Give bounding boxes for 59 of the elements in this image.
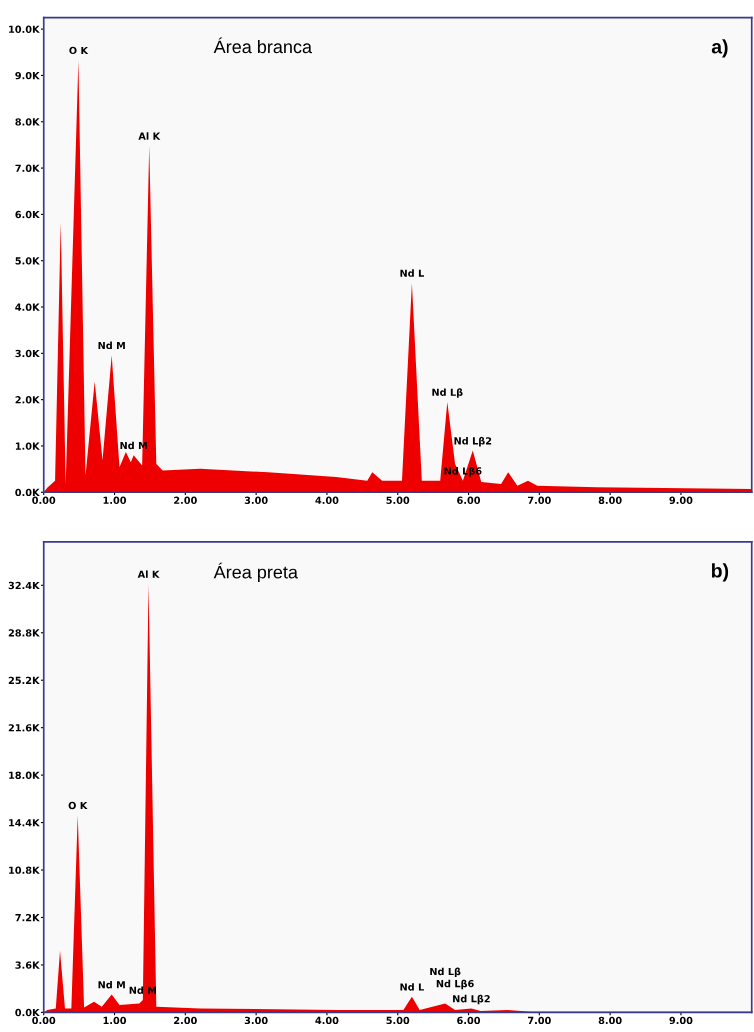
annotation: Nd L [400,269,424,277]
annotation: Al K [138,132,161,140]
annotation: Nd Lβ6 [436,979,474,990]
x-tick-label: 0.00 [32,496,56,504]
y-tick-label: 10.8K [9,866,40,874]
x-tick-label: 1.00 [103,1016,127,1025]
y-tick-label: 28.8K [8,629,40,637]
annotation: Al K [137,570,160,578]
y-tick-label: 10.0K [9,25,40,33]
y-tick-label: 32.4K [8,581,40,590]
text: Área preta [213,562,298,583]
y-tick-label: 3.0K [15,349,40,358]
annotation: Nd M [98,980,125,989]
y-tick-label: 0.0K [15,488,40,497]
y-tick-label: 7.2K [15,913,40,922]
annotation: Nd Lβ2 [453,994,490,1005]
y-tick-label: 0.0K [15,1008,40,1017]
annotation: a) [711,39,728,58]
y-tick-label: 5.0K [15,257,40,265]
y-tick-label: 18.0K [9,771,40,779]
x-tick-label: 4.00 [315,1016,339,1025]
y-tick-label: 25.2K [8,676,40,685]
annotation: Nd Lβ [432,388,463,398]
annotation: Nd Lβ2 [454,436,492,447]
text: Área branca [213,37,313,54]
y-tick-label: 6.0K [15,210,40,219]
x-tick-label: 9.00 [669,496,693,504]
x-tick-label: 5.00 [386,1016,410,1025]
x-tick-label: 0.00 [32,1016,56,1025]
y-tick-label: 21.6K [8,724,40,732]
x-tick-label: 7.00 [527,496,551,504]
x-tick-label: 3.00 [244,1016,268,1025]
y-tick-label: 1.0K [15,442,40,450]
annotation: Nd Lβ [430,967,461,978]
x-tick-label: 2.00 [174,496,197,504]
x-tick-label: 4.00 [315,496,339,504]
y-tick-label: 7.0K [15,164,40,172]
annotation: b) [711,563,729,582]
x-tick-label: 3.00 [244,496,268,504]
x-tick-label: 6.00 [457,496,481,504]
annotation: Nd M [98,341,125,350]
x-tick-label: 5.00 [386,496,410,504]
x-tick-label: 8.00 [598,496,622,504]
x-tick-label: 6.00 [457,1016,481,1025]
x-tick-label: 9.00 [669,1016,693,1025]
y-tick-label: 9.0K [15,71,40,80]
annotation: Nd L [400,983,424,991]
annotation: O K [68,801,88,810]
annotation: Nd M [129,986,157,994]
y-tick-label: 2.0K [15,396,40,404]
x-tick-label: 2.00 [174,1016,197,1025]
y-tick-label: 8.0K [15,118,40,126]
x-tick-label: 1.00 [103,496,127,504]
y-tick-label: 3.6K [15,961,40,969]
x-tick-label: 8.00 [598,1016,622,1025]
x-tick-label: 7.00 [527,1016,551,1025]
y-tick-label: 4.0K [15,303,40,311]
y-tick-label: 14.4K [9,819,40,827]
annotation: O K [69,46,89,55]
